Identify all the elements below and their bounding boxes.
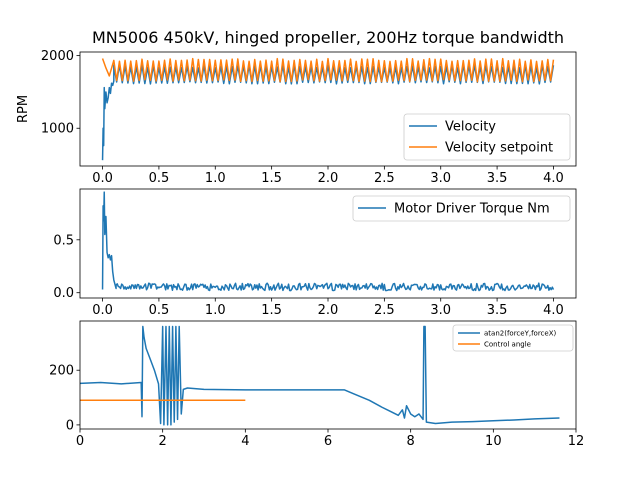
x-tick-label: 10 bbox=[485, 434, 502, 449]
x-tick-label: 12 bbox=[568, 434, 585, 449]
chart-title: MN5006 450kV, hinged propeller, 200Hz to… bbox=[92, 28, 564, 47]
legend: Velocity Velocity setpoint bbox=[403, 113, 571, 161]
x-tick-label: 3.5 bbox=[487, 171, 508, 186]
plot-area bbox=[101, 191, 555, 292]
legend-box bbox=[452, 324, 574, 352]
x-tick-label: 3.0 bbox=[430, 171, 451, 186]
x-tick-label: 4 bbox=[241, 434, 249, 449]
x-tick-label: 2.5 bbox=[374, 303, 395, 318]
y-tick-label: 200 bbox=[49, 364, 74, 379]
legend-label: Velocity bbox=[445, 120, 496, 135]
chart-2: 0.0 0.5 1.0 1.5 2.0 2.5 3.0 3.5 4.0 0.0 0.5 Motor D… bbox=[53, 188, 577, 318]
x-tick-label: 0 bbox=[76, 434, 84, 449]
series-line bbox=[101, 57, 555, 83]
x-tick-label: 3.0 bbox=[430, 303, 451, 318]
y-tick-label: 0.0 bbox=[53, 286, 74, 301]
y-tick-label: 1000 bbox=[41, 122, 74, 137]
x-tick-label: 0.0 bbox=[92, 171, 113, 186]
legend-label: Motor Driver Torque Nm bbox=[394, 202, 550, 217]
legend-box bbox=[352, 195, 571, 222]
y-tick-label: 2000 bbox=[41, 49, 74, 64]
legend-box bbox=[403, 113, 571, 161]
x-tick-label: 0.5 bbox=[149, 303, 170, 318]
x-tick-label: 2 bbox=[159, 434, 167, 449]
x-tick-label: 1.0 bbox=[205, 171, 226, 186]
x-tick-label: 1.5 bbox=[261, 171, 282, 186]
chart-3: 0 2 4 6 8 10 12 0 200 atan2(forceY,forceX) Control… bbox=[49, 320, 585, 449]
x-tick-label: 8 bbox=[407, 434, 415, 449]
y-tick-label: 0 bbox=[66, 418, 74, 433]
legend: Motor Driver Torque Nm bbox=[352, 195, 571, 222]
x-tick-label: 0.5 bbox=[149, 171, 170, 186]
series-line bbox=[80, 325, 560, 426]
plot-area bbox=[80, 325, 560, 426]
legend-label: Velocity setpoint bbox=[445, 141, 553, 156]
x-tick-label: 6 bbox=[324, 434, 332, 449]
x-tick-label: 3.5 bbox=[487, 303, 508, 318]
x-tick-label: 0.0 bbox=[92, 303, 113, 318]
x-tick-label: 4.0 bbox=[543, 303, 564, 318]
x-tick-label: 1.5 bbox=[261, 303, 282, 318]
x-tick-label: 2.0 bbox=[318, 171, 339, 186]
y-axis-label: RPM bbox=[16, 95, 31, 123]
x-tick-label: 2.0 bbox=[318, 303, 339, 318]
x-tick-label: 4.0 bbox=[543, 171, 564, 186]
y-tick-label: 0.5 bbox=[53, 233, 74, 248]
chart-1: 0.0 0.5 1.0 1.5 2.0 2.5 3.0 3.5 4.0 1000 2000 MN500… bbox=[16, 28, 577, 186]
x-tick-label: 2.5 bbox=[374, 171, 395, 186]
legend-label: atan2(forceY,forceX) bbox=[484, 330, 556, 338]
x-tick-label: 1.0 bbox=[205, 303, 226, 318]
plot-area bbox=[101, 57, 555, 161]
legend-label: Control angle bbox=[484, 341, 531, 349]
series-line bbox=[101, 191, 555, 292]
legend: atan2(forceY,forceX) Control angle bbox=[452, 324, 574, 352]
